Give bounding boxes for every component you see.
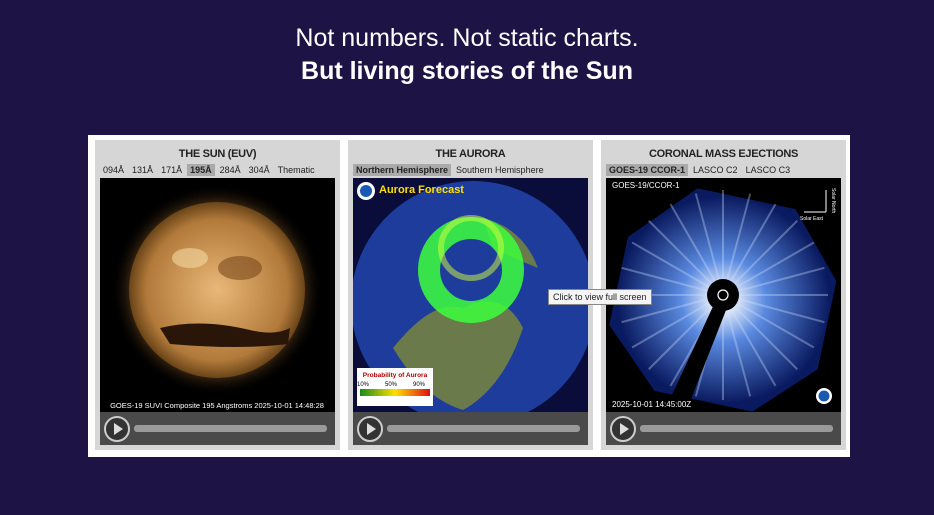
tab[interactable]: LASCO C3	[745, 165, 791, 175]
panel-title: THE AURORA	[435, 148, 506, 160]
streamer	[722, 294, 815, 349]
image-view[interactable]: Aurora Forecast Probability of Aurora 10…	[351, 178, 595, 425]
headline-strong: But living stories of the Sun	[301, 57, 633, 85]
play-button[interactable]	[104, 416, 130, 442]
legend-box	[357, 368, 433, 406]
cme-image: GOES-19/CCOR-1 Solar North Solar East 20…	[606, 178, 841, 412]
tab[interactable]: Southern Hemisphere	[456, 165, 544, 175]
image-view[interactable]: GOES-19 SUVI Composite 195 Angstroms 202…	[100, 178, 335, 412]
viewer-panel: CORONAL MASS EJECTIONS GOES-19 CCOR-1 LAS…	[601, 140, 846, 450]
player-controls	[606, 412, 841, 445]
sun-marker	[717, 289, 729, 301]
overlay-title: Aurora Forecast	[379, 184, 464, 196]
streamer	[669, 203, 724, 296]
tab[interactable]: Northern Hemisphere	[353, 164, 452, 176]
tab[interactable]: 094Å	[103, 165, 125, 175]
play-button[interactable]	[610, 416, 636, 442]
streamer	[722, 294, 798, 370]
active-region	[218, 256, 262, 280]
streamer	[648, 294, 724, 370]
streamer	[722, 193, 752, 296]
image-caption: 2025-10-01 14:45:00Z	[612, 400, 691, 409]
streamer	[621, 266, 724, 296]
player-controls	[353, 412, 588, 445]
streamer	[694, 193, 724, 296]
coronal-hole	[160, 323, 290, 347]
timeline-slider[interactable]	[640, 425, 833, 432]
tab[interactable]: LASCO C2	[693, 165, 738, 175]
headline: Not numbers. Not static charts.	[295, 24, 639, 52]
play-button[interactable]	[357, 416, 383, 442]
compass-label: Solar East	[800, 216, 824, 222]
timeline-slider[interactable]	[134, 425, 327, 432]
tooltip: Click to view full screen	[548, 289, 652, 305]
streamer	[722, 241, 815, 296]
sun-disk	[129, 202, 305, 378]
viewer-panel: THE SUN (EUV) 094Å 131Å 171Å 195Å 284Å 304Å Th…	[95, 140, 340, 450]
streamer	[621, 294, 724, 324]
streamer	[722, 266, 825, 296]
aurora-image: Aurora Forecast Probability of Aurora 10…	[351, 178, 595, 425]
tab[interactable]: 304Å	[248, 165, 270, 175]
streamer	[631, 294, 724, 349]
viewer-panel: THE AURORA Northern Hemisphere Southern H…	[348, 140, 595, 450]
tab[interactable]: 284Å	[219, 165, 241, 175]
compass-label: Solar North	[830, 188, 836, 214]
legend-tick: 10%	[357, 382, 370, 388]
player-controls	[100, 412, 335, 445]
image-caption: GOES-19 SUVI Composite 195 Angstroms 202…	[110, 401, 324, 410]
streamer	[648, 220, 724, 296]
streamer	[722, 294, 777, 387]
screenshot-card: THE SUN (EUV) 094Å 131Å 171Å 195Å 284Å 304Å Th…	[88, 135, 850, 457]
legend-tick: 90%	[413, 382, 426, 388]
tab-bar: 094Å 131Å 171Å 195Å 284Å 304Å Thematic	[100, 164, 335, 178]
legend-title: Probability of Aurora	[363, 372, 428, 379]
tab-bar: Northern Hemisphere Southern Hemisphere	[353, 164, 588, 178]
streamer	[722, 294, 825, 324]
streamer	[722, 294, 752, 397]
image-label: GOES-19/CCOR-1	[612, 181, 680, 190]
tab[interactable]: Thematic	[277, 165, 315, 175]
sun-image: GOES-19 SUVI Composite 195 Angstroms 202…	[100, 178, 335, 412]
tab[interactable]: 195Å	[187, 164, 215, 176]
streamer	[631, 241, 724, 296]
active-region	[172, 248, 208, 268]
tab[interactable]: 171Å	[161, 165, 183, 175]
tab-bar: GOES-19 CCOR-1 LASCO C2 LASCO C3	[606, 164, 841, 178]
aurora-core	[438, 215, 504, 281]
legend-tick: 50%	[385, 382, 398, 388]
occulter-pylon	[664, 300, 730, 412]
panel-title: THE SUN (EUV)	[178, 148, 257, 160]
tab[interactable]: GOES-19 CCOR-1	[606, 164, 689, 176]
panel-title: CORONAL MASS EJECTIONS	[648, 148, 799, 160]
timeline-slider[interactable]	[387, 425, 580, 432]
legend-bar	[360, 389, 430, 396]
streamer	[722, 220, 798, 296]
tab[interactable]: 131Å	[132, 165, 154, 175]
aurora-oval	[418, 217, 524, 323]
occulter	[707, 279, 739, 311]
streamer	[722, 203, 777, 296]
image-view[interactable]: GOES-19/CCOR-1 Solar North Solar East 20…	[606, 178, 841, 412]
